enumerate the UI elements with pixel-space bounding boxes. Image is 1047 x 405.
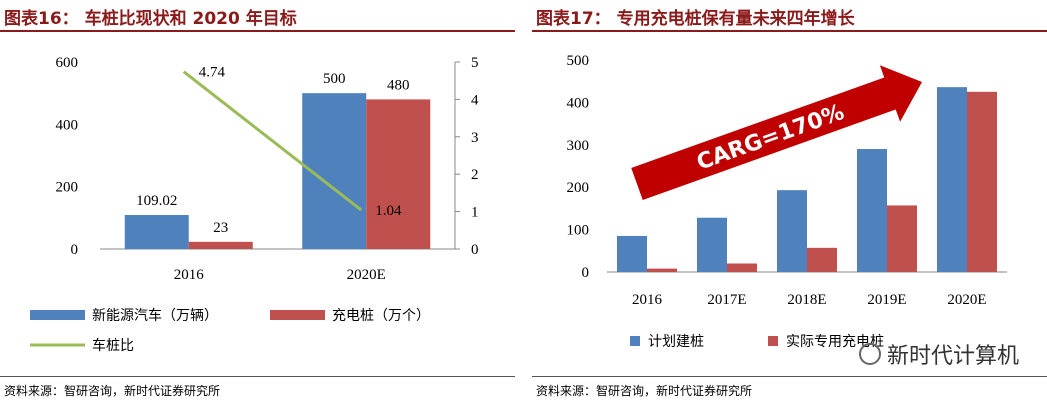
y-tick-label: 400 (56, 117, 79, 133)
chart-title: 图表17： 专用充电桩保有量未来四年增长 (536, 9, 855, 29)
watermark: 新时代计算机 (858, 338, 1019, 370)
watermark-text: 新时代计算机 (886, 344, 1019, 369)
legend-label: 实际专用充电桩 (786, 333, 884, 350)
bar (777, 190, 807, 272)
growth-arrow-shape (631, 65, 923, 201)
y2-tick-label: 1 (471, 205, 479, 221)
bar (937, 87, 967, 272)
chart-title: 图表16： 车桩比现状和 2020 年目标 (4, 9, 297, 29)
y2-tick-label: 5 (471, 55, 479, 71)
series-line (182, 70, 363, 212)
chart-svg-right: 0 100 200 300 400 500 2016 2017E 2018E 2019E 2020E… (567, 53, 1007, 350)
data-label: 500 (323, 71, 346, 87)
data-label: 1.04 (375, 203, 402, 219)
bar (967, 91, 997, 272)
y-tick-label: 600 (56, 55, 79, 71)
legend-label: 计划建桩 (648, 333, 704, 350)
wechat-icon (858, 343, 881, 365)
chart-area: 0 200 400 600 0 1 2 3 4 5 2016 2020E 109.02 500 23 480 4… (0, 34, 515, 374)
y-tick-label: 100 (567, 223, 590, 239)
y2-tick-label: 3 (471, 130, 479, 146)
x-tick-label: 2016 (632, 292, 663, 308)
y2-tick-label: 4 (471, 92, 479, 108)
data-label: 480 (387, 77, 410, 93)
source-note: 资料来源：智研咨询，新时代证券研究所 (536, 384, 753, 398)
data-label: 4.74 (199, 65, 226, 81)
legend-swatch (270, 310, 325, 320)
bottom-rule (532, 376, 1047, 377)
title-rule (0, 30, 515, 32)
bar (647, 268, 677, 272)
chart-area: 0 100 200 300 400 500 2016 2017E 2018E 2019E 2020E… (532, 34, 1047, 374)
bar (366, 99, 431, 250)
y-tick-label: 200 (56, 180, 79, 196)
bar (188, 241, 253, 249)
bar (807, 247, 837, 272)
y2-tick-label: 0 (471, 242, 479, 258)
data-label: 23 (213, 220, 228, 236)
right-panel: 图表17： 专用充电桩保有量未来四年增长 0 100 200 300 400 500 201… (532, 0, 1047, 405)
y2-tick-label: 2 (471, 167, 479, 183)
legend-label: 新能源汽车（万辆） (92, 307, 218, 324)
bar (124, 215, 189, 249)
x-tick-label: 2019E (867, 292, 906, 308)
bar (617, 235, 647, 272)
x-tick-label: 2020E (947, 292, 986, 308)
title-rule (532, 30, 1047, 32)
y-tick-label: 400 (567, 95, 590, 111)
bar (857, 149, 887, 272)
bottom-rule (0, 376, 515, 377)
x-tick-label: 2017E (707, 292, 746, 308)
legend-swatch (30, 310, 85, 320)
data-label: 109.02 (136, 193, 177, 209)
legend-swatch (630, 336, 640, 346)
y-tick-label: 500 (567, 53, 590, 69)
y-tick-label: 200 (567, 180, 590, 196)
bar (727, 263, 757, 272)
bar (697, 217, 727, 272)
y-tick-label: 0 (582, 265, 590, 281)
y-tick-label: 300 (567, 138, 590, 154)
legend-label: 车桩比 (92, 337, 134, 354)
legend-swatch (768, 336, 778, 346)
y-tick-label: 0 (71, 242, 79, 258)
bar (887, 205, 917, 272)
x-tick-label: 2018E (787, 292, 826, 308)
x-tick-label: 2016 (174, 267, 205, 283)
source-note: 资料来源：智研咨询，新时代证券研究所 (4, 384, 221, 398)
left-panel: 图表16： 车桩比现状和 2020 年目标 0 200 400 600 0 1 2 3 4 5 20… (0, 0, 515, 405)
legend-label: 充电桩（万个） (332, 307, 430, 324)
x-tick-label: 2020E (347, 267, 386, 283)
